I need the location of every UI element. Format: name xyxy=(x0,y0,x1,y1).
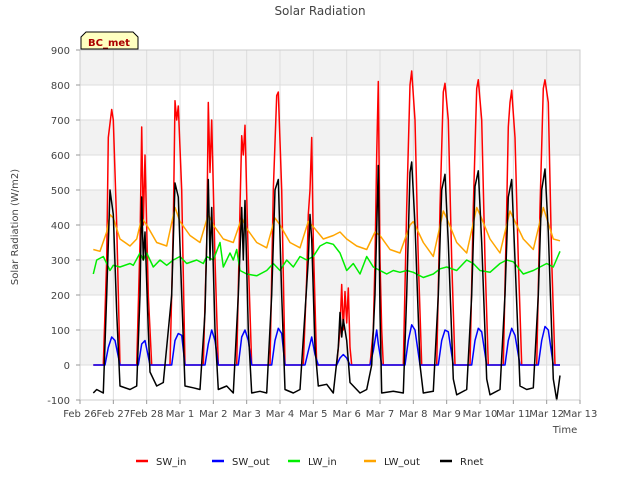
badge-box xyxy=(80,31,139,50)
series-line-sw-in xyxy=(93,70,560,366)
series-line-lw-out xyxy=(93,206,561,258)
x-tick-label: Mar 2 xyxy=(199,409,227,420)
y-tick-label: 0 xyxy=(64,361,70,372)
x-tick-label: Mar 8 xyxy=(399,409,427,420)
y-tick-label: 800 xyxy=(51,81,70,92)
x-tick-label: Mar 6 xyxy=(332,409,360,420)
x-tick-label: Mar 5 xyxy=(299,409,327,420)
y-tick-label: 400 xyxy=(51,221,70,232)
plot-band xyxy=(80,295,580,330)
legend-label: LW_in xyxy=(308,457,337,468)
x-tick-label: Mar 3 xyxy=(232,409,260,420)
y-tick-label: 900 xyxy=(51,46,70,57)
plot-bands xyxy=(80,50,580,400)
x-tick-label: Mar 1 xyxy=(166,409,194,420)
badge-label: BC_met xyxy=(88,38,130,49)
x-tick-label: Mar 11 xyxy=(496,409,531,420)
station-badge: BC_met xyxy=(80,31,139,50)
plot-band xyxy=(80,225,580,260)
x-tick-label: Feb 27 xyxy=(97,409,131,420)
x-tick-label: Mar 12 xyxy=(529,409,564,420)
y-tick-label: 200 xyxy=(51,291,70,302)
legend-label: LW_out xyxy=(384,457,420,468)
x-axis-ticks: Feb 26 Feb 27 Feb 28 Mar 1 Mar 2 Mar 3 Mar 4 Ma… xyxy=(63,400,597,420)
plot-band xyxy=(80,50,580,85)
y-tick-label: 600 xyxy=(51,151,70,162)
legend: SW_in SW_out LW_in LW_out Rnet xyxy=(136,457,483,468)
series-layer xyxy=(92,70,561,401)
x-tick-label: Mar 10 xyxy=(463,409,498,420)
series-line-lw-in xyxy=(92,241,561,279)
y-tick-label: 300 xyxy=(51,256,70,267)
chart-title: Solar Radiation xyxy=(274,4,365,18)
x-tick-label: Mar 7 xyxy=(366,409,394,420)
plot-band xyxy=(80,85,580,120)
x-tick-label: Feb 28 xyxy=(130,409,164,420)
y-axis-label: Solar Radiation (W/m2) xyxy=(10,169,21,285)
plot-band xyxy=(80,120,580,155)
x-tick-label: Mar 4 xyxy=(266,409,294,420)
y-tick-label: -100 xyxy=(47,396,70,407)
x-tick-label: Mar 13 xyxy=(563,409,598,420)
y-tick-label: 500 xyxy=(51,186,70,197)
series-line-rnet xyxy=(92,161,561,401)
x-axis-label: Time xyxy=(552,425,577,436)
plot-band xyxy=(80,190,580,225)
y-axis-ticks: -100 0 100 200 300 400 500 600 700 800 900 xyxy=(47,46,80,407)
y-tick-label: 700 xyxy=(51,116,70,127)
plot-band xyxy=(80,155,580,190)
plot-band xyxy=(80,330,580,365)
y-tick-label: 100 xyxy=(51,326,70,337)
x-tick-label: Feb 26 xyxy=(63,409,97,420)
legend-label: Rnet xyxy=(460,457,483,468)
legend-label: SW_out xyxy=(232,457,270,468)
legend-label: SW_in xyxy=(156,457,186,468)
x-tick-label: Mar 9 xyxy=(432,409,460,420)
